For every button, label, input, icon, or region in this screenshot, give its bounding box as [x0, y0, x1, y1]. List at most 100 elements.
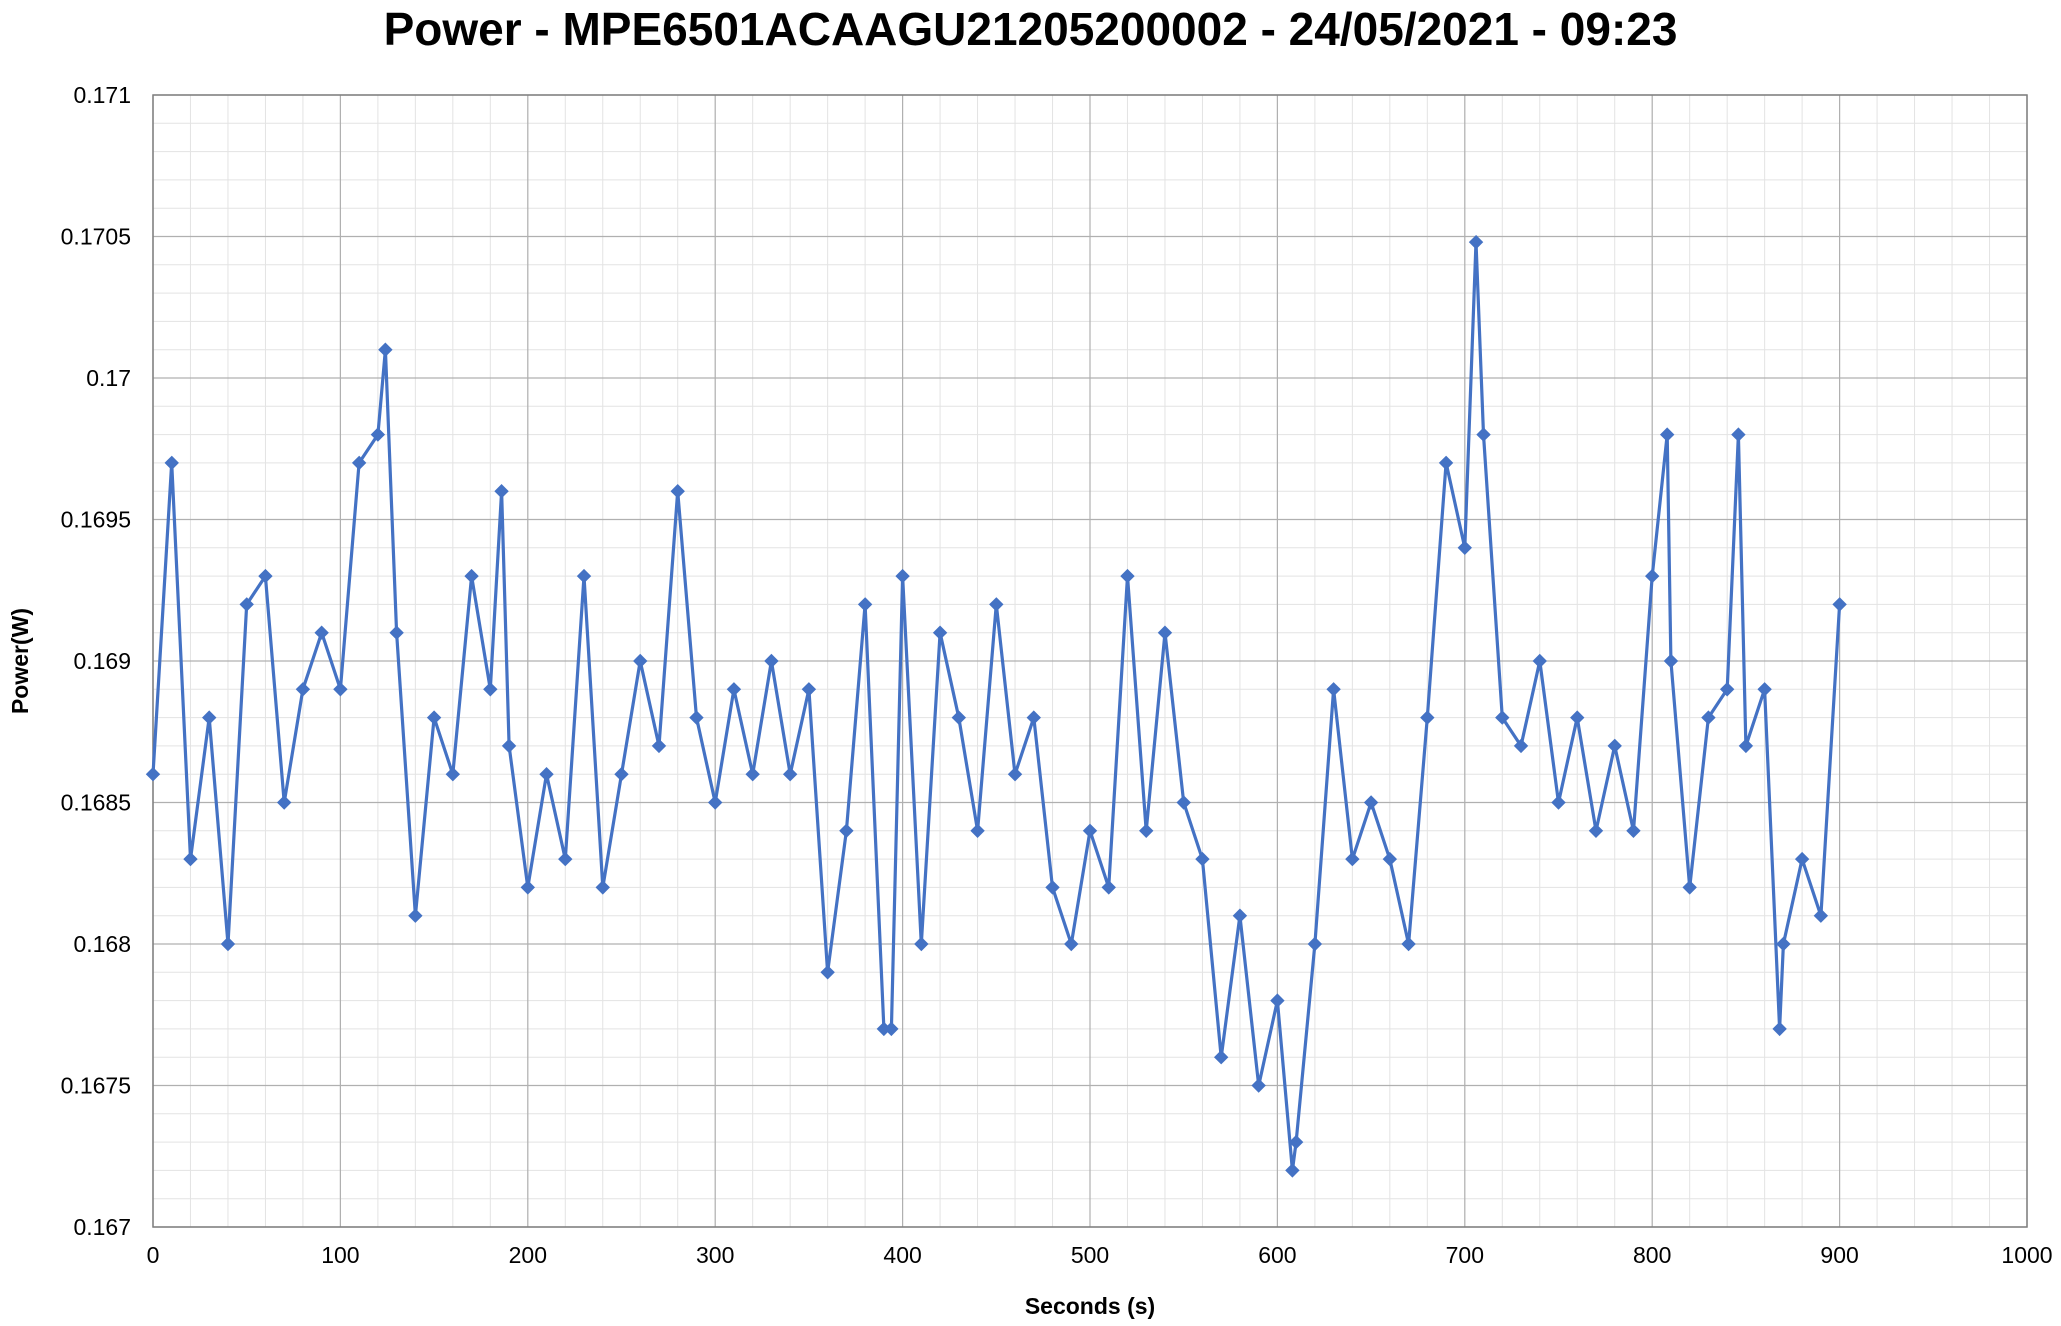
data-point-marker	[1513, 738, 1529, 754]
data-point-marker	[1551, 795, 1566, 810]
x-tick-label: 100	[321, 1242, 359, 1268]
x-axis-tick-labels: 0 100 200 300 400 500 600 700 800 900 1000	[147, 1242, 2053, 1268]
data-point-marker	[183, 851, 198, 867]
data-point-marker	[333, 682, 348, 697]
data-point-marker	[1588, 823, 1604, 839]
data-point-marker	[1772, 1021, 1787, 1037]
data-point-marker	[595, 880, 610, 895]
data-point-marker	[1288, 1134, 1304, 1150]
data-point-marker	[539, 766, 554, 782]
data-point-marker	[145, 766, 161, 782]
data-point-marker	[651, 738, 667, 754]
data-point-marker	[801, 682, 817, 697]
data-point-marker	[1420, 710, 1435, 725]
data-point-marker	[1663, 653, 1679, 669]
data-point-marker	[1644, 568, 1660, 584]
data-point-marker	[370, 427, 386, 442]
data-point-marker	[426, 710, 442, 725]
x-axis-title: Seconds (s)	[1025, 1293, 1155, 1319]
data-point-marker	[764, 653, 779, 669]
data-point-marker	[670, 483, 685, 499]
data-point-marker	[408, 908, 423, 923]
data-point-marker	[1495, 710, 1510, 725]
data-point-marker	[1570, 710, 1585, 725]
data-point-marker	[1401, 936, 1416, 952]
data-point-marker	[1438, 455, 1454, 471]
data-point-marker	[857, 597, 873, 612]
x-tick-label: 1000	[2001, 1242, 2052, 1268]
data-point-marker	[1139, 823, 1154, 839]
data-point-marker	[295, 682, 311, 697]
data-point-marker	[576, 568, 592, 584]
x-tick-label: 600	[1258, 1242, 1296, 1268]
data-point-marker	[1757, 682, 1772, 697]
x-tick-label: 0	[147, 1242, 160, 1268]
data-point-marker	[1195, 851, 1210, 867]
y-tick-label: 0.1685	[61, 790, 131, 816]
series-line	[151, 240, 1842, 1173]
data-point-marker	[1082, 823, 1098, 839]
data-point-marker	[726, 682, 742, 697]
data-point-marker	[1468, 234, 1484, 250]
data-point-marker	[614, 766, 629, 782]
y-tick-label: 0.1695	[61, 507, 131, 533]
data-point-marker	[1794, 851, 1810, 867]
data-point-marker	[445, 766, 461, 782]
data-point-marker	[483, 682, 498, 697]
y-tick-label: 0.171	[73, 82, 131, 108]
data-point-marker	[220, 936, 236, 952]
chart-title: Power - MPE6501ACAAGU21205200002 - 24/05…	[383, 3, 1678, 55]
x-tick-label: 500	[1071, 1242, 1109, 1268]
data-point-marker	[895, 568, 910, 584]
data-point-marker	[1626, 823, 1641, 839]
data-point-marker	[464, 568, 479, 584]
data-point-marker	[1176, 795, 1191, 810]
power-series	[145, 234, 1847, 1178]
data-point-marker	[782, 766, 798, 782]
data-point-marker	[558, 851, 573, 867]
data-point-marker	[1607, 738, 1622, 754]
data-point-marker	[164, 455, 179, 471]
data-point-marker	[1307, 936, 1323, 952]
data-point-marker	[989, 597, 1004, 612]
data-point-marker	[839, 823, 854, 839]
data-point-marker	[1682, 880, 1697, 895]
data-point-marker	[1719, 682, 1735, 697]
data-point-marker	[520, 880, 536, 895]
data-point-marker	[239, 597, 254, 612]
data-point-marker	[1213, 1049, 1229, 1065]
data-point-marker	[1659, 427, 1675, 442]
y-tick-label: 0.167	[73, 1214, 131, 1240]
data-point-marker	[494, 483, 509, 499]
data-point-marker	[1326, 682, 1341, 697]
data-point-marker	[1532, 653, 1547, 669]
y-tick-label: 0.168	[73, 931, 131, 957]
data-point-marker	[820, 965, 835, 980]
data-point-marker	[1345, 851, 1360, 867]
data-point-marker	[258, 568, 273, 584]
data-point-marker	[1457, 540, 1473, 556]
data-point-marker	[1026, 710, 1041, 725]
data-point-marker	[1382, 851, 1398, 867]
data-point-marker	[707, 795, 723, 810]
x-tick-label: 900	[1820, 1242, 1858, 1268]
y-axis-tick-labels: 0.167 0.1675 0.168 0.1685 0.169 0.1695 0.17 0.1…	[61, 82, 131, 1240]
data-point-marker	[276, 795, 292, 810]
data-point-marker	[1738, 738, 1754, 754]
plot-area-frame	[152, 94, 2028, 1228]
data-point-marker	[1232, 908, 1248, 923]
data-point-marker	[351, 455, 367, 471]
data-point-marker	[1476, 427, 1491, 442]
data-point-marker	[970, 823, 985, 839]
data-point-marker	[389, 625, 404, 640]
data-point-marker	[1832, 597, 1847, 612]
x-tick-label: 700	[1446, 1242, 1484, 1268]
x-tick-label: 800	[1633, 1242, 1671, 1268]
data-point-marker	[951, 710, 967, 725]
data-point-marker	[884, 1021, 899, 1037]
y-tick-label: 0.1675	[61, 1073, 131, 1099]
y-tick-label: 0.17	[86, 365, 131, 391]
y-axis-title: Power(W)	[7, 608, 33, 714]
data-point-marker	[1045, 880, 1060, 895]
